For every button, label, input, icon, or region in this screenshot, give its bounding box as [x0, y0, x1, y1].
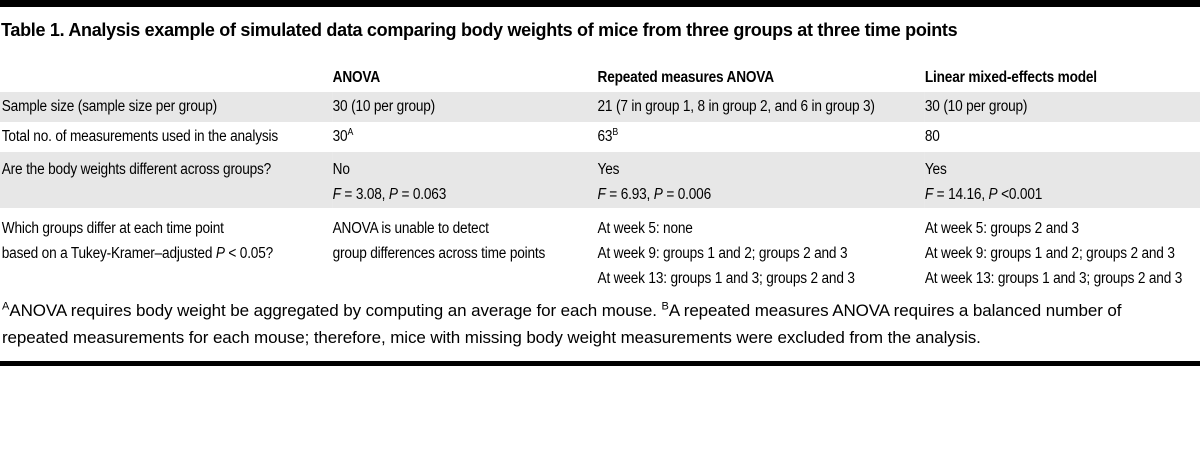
footnote-line-1: AANOVA requires body weight be aggregate… [2, 297, 1198, 324]
bottom-rule [0, 361, 1200, 366]
table-footnote: AANOVA requires body weight be aggregate… [2, 297, 1198, 351]
stat-p-label: P [653, 186, 663, 203]
row-label-total-measurements: Total no. of measurements used in the an… [1, 128, 278, 145]
cell-difference-rm-anova: Yes F = 6.93, P = 0.006 [598, 152, 925, 208]
total-rm-anova-value: 63 [597, 128, 613, 145]
header-rm-anova: Repeated measures ANOVA [597, 69, 775, 86]
row-label-group-difference: Are the body weights different across gr… [1, 161, 272, 178]
stat-p-label: P [388, 186, 398, 203]
cell-difference-lmm: Yes F = 14.16, P <0.001 [925, 152, 1200, 208]
footnote-text-a: ANOVA requires body weight be aggregated… [9, 301, 662, 320]
cell-sample-size-rm-anova: 21 (7 in group 1, 8 in group 2, and 6 in… [597, 98, 875, 115]
cell-total-rm-anova: 63B [598, 122, 925, 152]
cell-total-lmm: 80 [924, 128, 940, 145]
row-total-measurements: Total no. of measurements used in the an… [0, 122, 1200, 152]
footnote-superscript-a: A [2, 300, 10, 313]
difference-lmm-answer: Yes [924, 161, 947, 178]
stat-f-value: = 6.93, [605, 186, 654, 203]
tukey-anova-line1: ANOVA is unable to detect [332, 220, 489, 237]
tukey-label-p: P [215, 245, 225, 262]
tukey-lmm-week9: At week 9: groups 1 and 2; groups 2 and … [924, 245, 1175, 262]
analysis-table: ANOVA Repeated measures ANOVA Linear mix… [0, 66, 1200, 292]
stat-p-value: <0.001 [997, 186, 1043, 203]
tukey-rm-week5: At week 5: none [597, 220, 693, 237]
difference-lmm-stats: F = 14.16, P <0.001 [925, 182, 1193, 207]
tukey-rm-week13: At week 13: groups 1 and 3; groups 2 and… [597, 270, 855, 287]
stat-f-value: = 3.08, [340, 186, 389, 203]
footnote-superscript-b: B [661, 300, 669, 313]
cell-tukey-anova: ANOVA is unable to detect group differen… [333, 208, 598, 292]
difference-rm-anova-answer: Yes [597, 161, 620, 178]
stat-p-label: P [988, 186, 998, 203]
cell-difference-anova: No F = 3.08, P = 0.063 [333, 152, 598, 208]
cell-sample-size-anova: 30 (10 per group) [332, 98, 436, 115]
stat-f-label: F [332, 186, 341, 203]
table-title: Table 1. Analysis example of simulated d… [1, 20, 958, 40]
stat-p-value: = 0.006 [662, 186, 711, 203]
cell-sample-size-lmm: 30 (10 per group) [924, 98, 1028, 115]
header-anova: ANOVA [332, 69, 381, 86]
footnote-line-2: repeated measurements for each mouse; th… [2, 328, 981, 347]
cell-total-anova: 30A [333, 122, 598, 152]
row-label-sample-size: Sample size (sample size per group) [1, 98, 217, 115]
analysis-table-wrapper: ANOVA Repeated measures ANOVA Linear mix… [0, 66, 1200, 292]
row-sample-size: Sample size (sample size per group) 30 (… [0, 92, 1200, 122]
tukey-lmm-week5: At week 5: groups 2 and 3 [924, 220, 1079, 237]
stat-p-value: = 0.063 [397, 186, 447, 203]
stat-f-label: F [597, 186, 606, 203]
difference-rm-anova-stats: F = 6.93, P = 0.006 [598, 182, 918, 207]
difference-anova-stats: F = 3.08, P = 0.063 [333, 182, 591, 207]
tukey-lmm-week13: At week 13: groups 1 and 3; groups 2 and… [924, 270, 1183, 287]
cell-tukey-rm-anova: At week 5: none At week 9: groups 1 and … [598, 208, 925, 292]
tukey-label-prefix: based on a Tukey-Kramer–adjusted [1, 245, 216, 262]
total-anova-superscript: A [347, 126, 354, 138]
stat-f-label: F [924, 186, 934, 203]
tukey-anova-line2: group differences across time points [332, 245, 546, 262]
tukey-rm-week9: At week 9: groups 1 and 2; groups 2 and … [597, 245, 848, 262]
tukey-label-line1: Which groups differ at each time point [1, 220, 224, 237]
header-empty-cell [0, 66, 333, 92]
row-label-tukey: Which groups differ at each time point b… [0, 208, 333, 292]
stat-f-value: = 14.16, [933, 186, 989, 203]
tukey-label-line2: based on a Tukey-Kramer–adjusted P < 0.0… [2, 241, 326, 266]
total-anova-value: 30 [332, 128, 348, 145]
top-rule [0, 0, 1200, 7]
header-row: ANOVA Repeated measures ANOVA Linear mix… [0, 66, 1200, 92]
difference-anova-answer: No [332, 161, 350, 178]
cell-tukey-lmm: At week 5: groups 2 and 3 At week 9: gro… [925, 208, 1200, 292]
tukey-label-suffix: < 0.05? [224, 245, 274, 262]
row-tukey-comparisons: Which groups differ at each time point b… [0, 208, 1200, 292]
footnote-text-b: A repeated measures ANOVA requires a bal… [668, 301, 1122, 320]
row-group-difference: Are the body weights different across gr… [0, 152, 1200, 208]
header-lmm: Linear mixed-effects model [924, 69, 1097, 86]
total-rm-anova-superscript: B [612, 126, 619, 138]
